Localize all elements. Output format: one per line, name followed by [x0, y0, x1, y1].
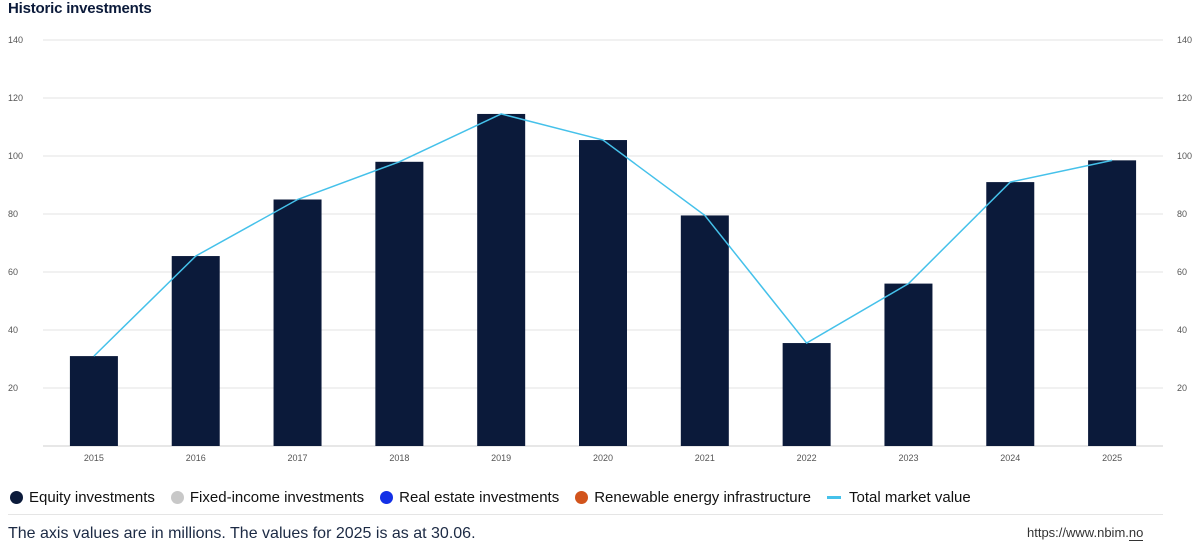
bar-equity-investments-2023 [884, 283, 933, 446]
x-tick-label-2020: 2020 [593, 453, 613, 463]
x-tick-label-2022: 2022 [797, 453, 817, 463]
chart-title: Historic investments [8, 0, 152, 17]
y-tick-label-right: 120 [1177, 93, 1192, 103]
bar-equity-investments-2022 [782, 343, 831, 446]
y-tick-label-left: 40 [8, 325, 18, 335]
x-tick-label-2023: 2023 [898, 453, 918, 463]
bar-equity-investments-2021 [680, 215, 729, 446]
bar-equity-investments-2025 [1088, 160, 1137, 446]
x-tick-label-2016: 2016 [186, 453, 206, 463]
footer-divider [8, 514, 1163, 515]
y-tick-label-right: 60 [1177, 267, 1187, 277]
source-domain: www.nbim. [1066, 525, 1129, 540]
y-tick-label-left: 60 [8, 267, 18, 277]
x-tick-label-2018: 2018 [389, 453, 409, 463]
legend-item-equity[interactable]: Equity investments [10, 489, 155, 506]
source-prefix: https:// [1027, 525, 1067, 540]
y-tick-label-right: 80 [1177, 209, 1187, 219]
x-tick-label-2025: 2025 [1102, 453, 1122, 463]
footnote: The axis values are in millions. The val… [8, 525, 476, 542]
chart-legend: Equity investments Fixed-income investme… [10, 489, 987, 506]
bar-equity-investments-2016 [171, 256, 220, 446]
y-tick-label-right: 100 [1177, 151, 1192, 161]
legend-item-fixed-income[interactable]: Fixed-income investments [170, 489, 365, 506]
legend-item-renewable[interactable]: Renewable energy infrastructure [575, 489, 811, 506]
legend-marker-fixed-income [170, 491, 184, 504]
y-tick-label-left: 100 [8, 151, 23, 161]
x-tick-label-2017: 2017 [288, 453, 308, 463]
y-tick-label-left: 20 [8, 383, 18, 393]
bar-equity-investments-2017 [273, 199, 322, 446]
x-tick-label-2019: 2019 [491, 453, 511, 463]
legend-marker-renewable [575, 491, 589, 504]
legend-label-equity: Equity investments [29, 489, 155, 506]
x-tick-label-2024: 2024 [1000, 453, 1020, 463]
source-link[interactable]: https://www.nbim.no [1027, 525, 1144, 541]
legend-item-real-estate[interactable]: Real estate investments [380, 489, 559, 506]
legend-label-renewable: Renewable energy infrastructure [594, 489, 811, 506]
y-tick-label-left: 120 [8, 93, 23, 103]
y-tick-label-left: 140 [8, 35, 23, 45]
legend-label-fixed-income: Fixed-income investments [189, 489, 365, 506]
legend-marker-total-market-value [827, 496, 841, 499]
legend-label-real-estate: Real estate investments [399, 489, 560, 506]
bar-equity-investments-2018 [375, 161, 424, 447]
legend-marker-real-estate [380, 491, 394, 504]
bar-equity-investments-2024 [986, 182, 1035, 446]
legend-label-total-market-value: Total market value [849, 489, 971, 506]
bar-equity-investments-2015 [69, 356, 118, 446]
legend-item-total-market-value[interactable]: Total market value [827, 489, 971, 506]
x-tick-label-2015: 2015 [84, 453, 104, 463]
y-tick-label-right: 140 [1177, 35, 1192, 45]
legend-marker-equity [10, 491, 23, 504]
x-tick-label-2021: 2021 [695, 453, 715, 463]
line-total-market-value [93, 113, 1113, 357]
y-tick-label-right: 40 [1177, 325, 1187, 335]
y-tick-label-right: 20 [1177, 383, 1187, 393]
source-tld: no [1128, 525, 1144, 541]
bar-equity-investments-2019 [477, 113, 526, 446]
bar-equity-investments-2020 [579, 140, 627, 447]
y-tick-label-left: 80 [8, 209, 18, 219]
